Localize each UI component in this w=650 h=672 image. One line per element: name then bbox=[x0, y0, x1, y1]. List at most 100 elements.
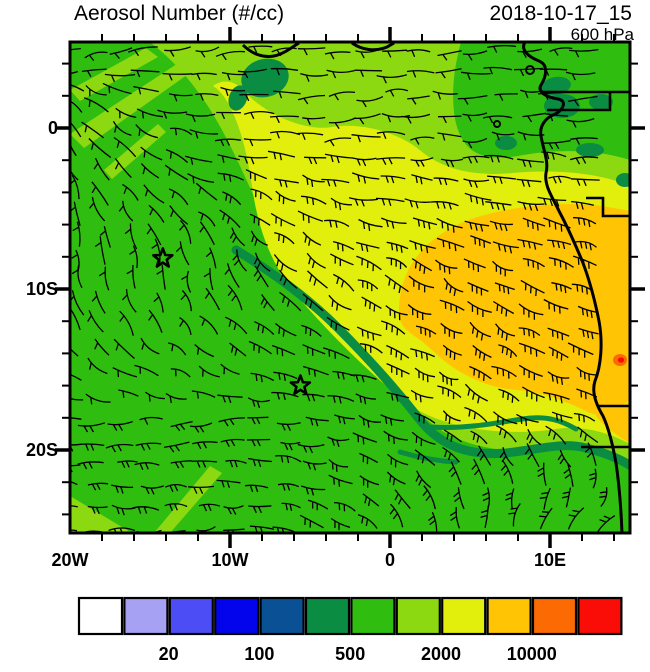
wind-barb bbox=[275, 190, 296, 205]
wind-barb bbox=[118, 200, 134, 222]
wind-barb bbox=[324, 51, 351, 60]
wind-barb bbox=[472, 345, 492, 361]
wind-barb bbox=[305, 416, 329, 427]
wind-barb bbox=[245, 484, 269, 493]
wind-barb bbox=[218, 417, 246, 427]
x-axis-label: 20W bbox=[51, 550, 88, 570]
wind-barb bbox=[494, 323, 516, 341]
wind-barb bbox=[246, 438, 271, 447]
wind-barb bbox=[386, 362, 410, 378]
contour-patch-dark-green bbox=[228, 85, 248, 111]
contour-patch-dark-green bbox=[541, 76, 571, 96]
wind-barb bbox=[327, 436, 350, 448]
wind-barb bbox=[87, 357, 108, 375]
wind-barb bbox=[165, 484, 187, 493]
wind-barb bbox=[410, 136, 435, 145]
wind-barb bbox=[239, 93, 269, 102]
wind-barb bbox=[435, 68, 462, 79]
wind-barb bbox=[505, 488, 515, 510]
wind-barb bbox=[353, 113, 381, 125]
wind-barb bbox=[348, 197, 378, 207]
wind-barb bbox=[324, 137, 352, 147]
wind-barb bbox=[94, 338, 110, 356]
wind-barb bbox=[270, 67, 299, 76]
contour-streak bbox=[154, 466, 222, 533]
wind-barb bbox=[253, 252, 271, 272]
wind-barb bbox=[442, 410, 461, 424]
wind-barb bbox=[464, 192, 492, 206]
wind-barb bbox=[297, 443, 325, 454]
wind-barb bbox=[277, 483, 299, 491]
colorbar-cell bbox=[168, 596, 214, 636]
wind-barb bbox=[81, 121, 105, 139]
wind-barb bbox=[307, 499, 329, 511]
wind-barb bbox=[359, 475, 380, 488]
wind-barb bbox=[164, 46, 191, 57]
wind-barb bbox=[191, 72, 217, 81]
contour-streak bbox=[104, 124, 166, 179]
wind-barb bbox=[470, 430, 488, 445]
wind-barb bbox=[406, 70, 435, 78]
wind-barb bbox=[333, 501, 356, 512]
wind-barb bbox=[517, 48, 543, 59]
wind-barb bbox=[376, 131, 406, 139]
wind-barb bbox=[269, 115, 299, 124]
wind-barb bbox=[442, 446, 460, 463]
wind-barb bbox=[93, 157, 110, 181]
wind-barb bbox=[250, 230, 268, 246]
colorbar-cell bbox=[577, 596, 623, 636]
wind-barb bbox=[384, 274, 409, 294]
wind-barb bbox=[140, 163, 160, 179]
wind-barb bbox=[153, 292, 164, 313]
wind-barb bbox=[351, 172, 380, 184]
wind-barb bbox=[220, 363, 240, 375]
wind-barb bbox=[547, 371, 570, 385]
wind-barb bbox=[484, 154, 514, 163]
wind-barb bbox=[91, 181, 109, 206]
wind-barb bbox=[327, 395, 355, 404]
wind-barb bbox=[249, 213, 271, 226]
wind-barb bbox=[326, 69, 355, 79]
wind-barb bbox=[437, 115, 462, 124]
wind-barb bbox=[449, 506, 461, 529]
wind-barb bbox=[247, 397, 270, 409]
wind-barb bbox=[119, 310, 134, 336]
wind-barb bbox=[71, 264, 83, 289]
wind-barb bbox=[539, 507, 553, 530]
wind-barb bbox=[543, 298, 569, 314]
axis-tick-layer bbox=[55, 27, 645, 548]
wind-barb bbox=[376, 157, 406, 165]
wind-barb bbox=[146, 223, 162, 246]
wind-barb bbox=[567, 95, 598, 107]
wind-barb bbox=[443, 278, 464, 297]
wind-barb bbox=[575, 240, 597, 251]
wind-barb bbox=[124, 223, 138, 250]
wind-barb bbox=[121, 288, 137, 313]
wind-barb bbox=[408, 275, 435, 293]
wind-barb bbox=[306, 270, 328, 289]
contour-patch-dark-green bbox=[616, 173, 630, 187]
wind-barb bbox=[165, 392, 187, 404]
wind-barb bbox=[518, 303, 544, 320]
wind-barb bbox=[170, 420, 193, 432]
y-axis-label: 20S bbox=[26, 440, 58, 460]
wind-barb bbox=[543, 217, 571, 232]
wind-barb bbox=[476, 445, 492, 466]
wind-barb bbox=[389, 503, 404, 528]
wind-barb bbox=[302, 116, 326, 126]
wind-barb bbox=[188, 485, 215, 494]
wind-barb bbox=[114, 158, 132, 179]
wind-barb bbox=[438, 371, 459, 386]
wind-barb bbox=[334, 414, 355, 425]
wind-barb bbox=[517, 200, 545, 212]
wind-barb bbox=[409, 239, 436, 254]
wind-barb bbox=[248, 340, 272, 355]
wind-barb bbox=[513, 67, 544, 77]
colorbar-label: 20 bbox=[159, 644, 179, 664]
wind-barb bbox=[386, 344, 410, 361]
wind-barb bbox=[297, 210, 323, 224]
coastline-gulf-fragment bbox=[351, 42, 395, 52]
wind-barb bbox=[464, 220, 490, 232]
wind-barb bbox=[469, 365, 492, 381]
